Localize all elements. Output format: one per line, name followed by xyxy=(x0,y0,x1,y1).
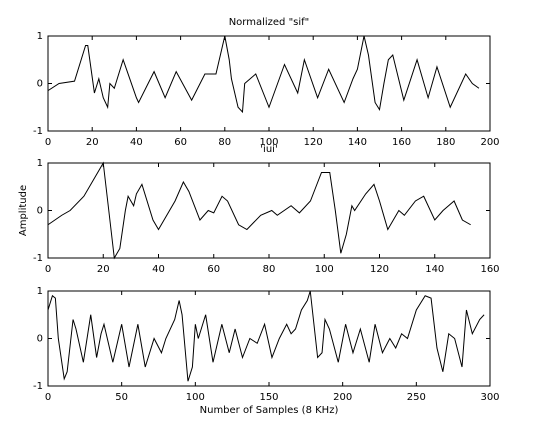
x-tick-label: 0 xyxy=(45,137,51,148)
data-line xyxy=(47,161,471,260)
x-tick-label: 250 xyxy=(407,392,426,403)
y-tick-label: -1 xyxy=(33,126,43,137)
data-line xyxy=(47,35,480,114)
x-tick-label: 150 xyxy=(259,392,278,403)
axes-box xyxy=(47,290,491,387)
x-tick-label: 50 xyxy=(115,392,128,403)
x-tick-label: 20 xyxy=(97,264,110,275)
x-tick-label: 60 xyxy=(174,137,187,148)
x-tick-label: 140 xyxy=(348,137,367,148)
y-tick-label: -1 xyxy=(33,381,43,392)
x-tick-label: 0 xyxy=(45,392,51,403)
y-tick-label: -1 xyxy=(33,253,43,264)
chart-title: 'iui' xyxy=(260,144,277,155)
axes-box xyxy=(47,162,491,259)
x-tick-label: 0 xyxy=(45,264,51,275)
x-tick-label: 40 xyxy=(152,264,165,275)
x-tick-label: 120 xyxy=(370,264,389,275)
data-line xyxy=(47,290,485,382)
x-tick-label: 40 xyxy=(130,137,143,148)
x-tick-label: 80 xyxy=(218,137,231,148)
y-tick-label: 1 xyxy=(37,286,43,297)
x-tick-label: 140 xyxy=(425,264,444,275)
x-tick-label: 160 xyxy=(480,264,499,275)
x-tick-label: 60 xyxy=(207,264,220,275)
chart-title: Normalized "sif" xyxy=(229,17,310,28)
x-tick-label: 100 xyxy=(259,137,278,148)
y-axis-label: Amplitude xyxy=(18,185,29,236)
x-tick-label: 120 xyxy=(304,137,323,148)
x-tick-label: 160 xyxy=(392,137,411,148)
x-tick-label: 20 xyxy=(86,137,99,148)
x-tick-label: 300 xyxy=(480,392,499,403)
y-tick-label: 0 xyxy=(37,334,43,345)
x-tick-label: 200 xyxy=(333,392,352,403)
x-tick-label: 100 xyxy=(186,392,205,403)
x-tick-label: 80 xyxy=(263,264,276,275)
y-tick-label: 1 xyxy=(37,31,43,42)
x-tick-label: 200 xyxy=(480,137,499,148)
x-axis-label: Number of Samples (8 KHz) xyxy=(200,405,339,416)
y-tick-label: 1 xyxy=(37,158,43,169)
x-tick-label: 100 xyxy=(315,264,334,275)
x-tick-label: 180 xyxy=(436,137,455,148)
y-tick-label: 0 xyxy=(37,206,43,217)
y-tick-label: 0 xyxy=(37,79,43,90)
